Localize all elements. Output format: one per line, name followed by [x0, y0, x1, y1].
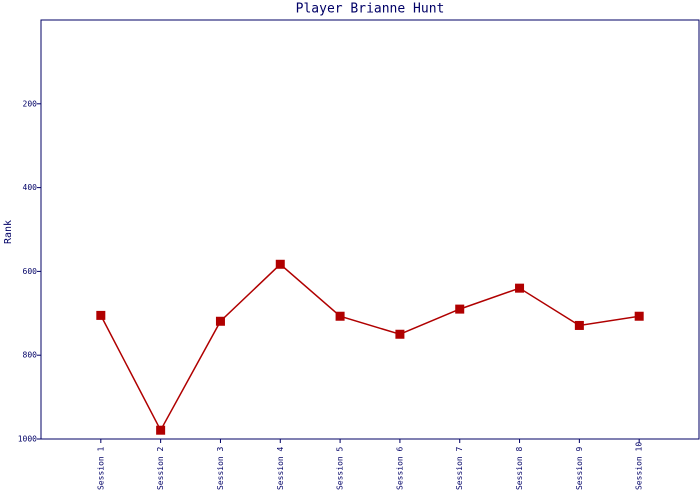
series-line: [100, 263, 640, 432]
data-point: [156, 425, 166, 435]
x-tick-label: Session 4: [276, 446, 285, 490]
y-tick-label: 200: [23, 99, 38, 108]
y-tick-label: 600: [23, 267, 38, 276]
chart-title: Player Brianne Hunt: [296, 2, 445, 17]
data-point: [96, 310, 106, 320]
x-tick-label: Session 6: [395, 446, 404, 490]
y-tick-label: 800: [23, 351, 38, 360]
data-point: [335, 311, 345, 321]
y-axis-label: Rank: [3, 220, 14, 244]
data-point: [574, 320, 584, 330]
data-point: [395, 329, 405, 339]
plot-frame: [40, 19, 700, 440]
x-tick-label: Session 8: [515, 446, 524, 490]
x-tick-label: Session 5: [336, 446, 345, 490]
x-tick-label: Session 7: [455, 446, 464, 490]
y-tick-label: 1000: [18, 435, 37, 444]
x-tick-label: Session 10: [635, 442, 644, 490]
data-point: [275, 259, 285, 269]
data-point: [515, 283, 525, 293]
data-point: [215, 316, 225, 326]
x-tick-label: Session 2: [156, 446, 165, 490]
data-point: [634, 311, 644, 321]
x-tick-label: Session 3: [216, 446, 225, 490]
y-tick-label: 400: [23, 183, 38, 192]
x-tick-label: Session 9: [575, 446, 584, 490]
x-tick-label: Session 1: [96, 446, 105, 490]
data-point: [455, 304, 465, 314]
